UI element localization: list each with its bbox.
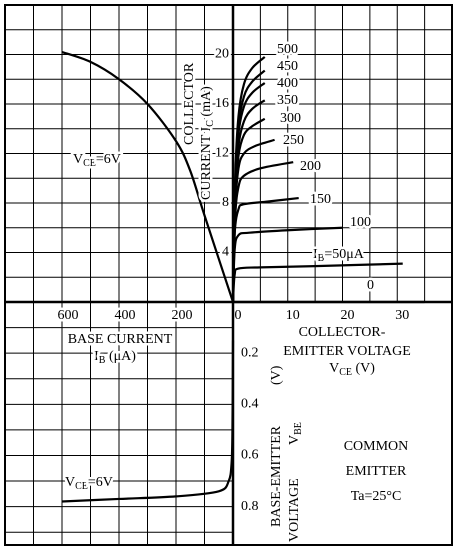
annotation-part: CE [75, 481, 88, 492]
series-label: 400 [277, 76, 298, 91]
x-axis-label-part: BASE CURRENT [68, 332, 173, 347]
x-tick-label: 400 [115, 308, 136, 323]
y-tick-label: 0.2 [241, 345, 259, 360]
note: Ta=25°C [351, 489, 402, 504]
y-axis-label-part: (mA) [199, 86, 214, 120]
x-tick-label: 20 [341, 308, 355, 323]
y-tick-label: 0.8 [241, 499, 259, 514]
annotation-part: =6V [88, 475, 113, 490]
annotation-part: V [73, 152, 83, 167]
series-label-part: B [318, 253, 325, 264]
x-axis-label-part: CE [339, 367, 352, 378]
x-tick-label: 200 [172, 308, 193, 323]
y-axis-label-part: (V) [269, 365, 284, 385]
x-axis-label-part: B [99, 355, 106, 366]
y-tick-label: 0.6 [241, 448, 259, 463]
series-label: 0 [367, 278, 374, 293]
series-label: 500 [277, 42, 298, 57]
y-tick-label: 20 [215, 47, 229, 62]
y-tick-label: 16 [215, 96, 229, 111]
series-label-part: I [313, 247, 318, 262]
x-axis-label: COLLECTOR- [299, 325, 386, 340]
y-axis-label: BASE-EMITTER [269, 425, 284, 527]
x-axis-label-part: COLLECTOR- [299, 325, 386, 340]
annotation: VCE=6V [65, 475, 113, 492]
x-axis-label-part: I [94, 349, 99, 364]
y-tick-label: 0.4 [241, 397, 259, 412]
curve [231, 262, 403, 303]
curve [61, 50, 235, 303]
y-axis-label: VOLTAGE [287, 478, 302, 542]
curve [231, 226, 343, 303]
x-axis-label: EMITTER VOLTAGE [283, 344, 411, 359]
x-axis-label-part: (V) [352, 361, 375, 376]
annotation-part: V [65, 475, 75, 490]
series-label: 350 [277, 93, 298, 108]
x-tick-label: 30 [395, 308, 409, 323]
series-label: 300 [280, 111, 301, 126]
annotation-part: CE [83, 158, 96, 169]
x-axis-label-part: EMITTER VOLTAGE [283, 344, 411, 359]
x-axis-label-part: (μA) [105, 349, 136, 364]
x-axis-label: IB (μA) [94, 349, 136, 366]
y-axis-label: VBE [287, 422, 304, 445]
series-label: 100 [350, 215, 371, 230]
series-label: IB=50μA [313, 247, 365, 264]
y-axis-label-part: C [205, 120, 216, 127]
series-label: 450 [277, 59, 298, 74]
y-axis-label: CURRENT IC (mA) [199, 86, 216, 200]
y-axis-label-part: V [287, 435, 302, 445]
note: COMMON [344, 439, 409, 454]
grid [5, 5, 452, 545]
labels: 0 10 20 30 4 8 12 16 20 600 400 200 0.2 0.4 0.6 0.8 500 4… [55, 40, 413, 545]
note: EMITTER [346, 464, 407, 479]
y-axis-label-part: COLLECTOR [182, 62, 197, 145]
annotation-part: =6V [96, 152, 121, 167]
y-axis-label-part: BASE-EMITTER [269, 425, 284, 527]
y-tick-label: 8 [222, 195, 229, 210]
x-tick-label: 600 [58, 308, 79, 323]
x-axis-label: BASE CURRENT [68, 332, 173, 347]
x-axis-label-part: V [329, 361, 339, 376]
annotation: VCE=6V [73, 152, 121, 169]
y-axis-label: COLLECTOR [182, 62, 197, 145]
series-label: 200 [300, 159, 321, 174]
border [4, 4, 453, 546]
y-tick-label: 12 [215, 146, 229, 161]
y-axis-label-part: VOLTAGE [287, 478, 302, 542]
series-label: 150 [310, 192, 331, 207]
y-axis-label-part: CURRENT I [199, 126, 214, 200]
y-tick-label: 4 [222, 245, 229, 260]
y-axis-label-part: BE [293, 422, 304, 435]
series-label-part: =50μA [324, 247, 364, 262]
x-axis-label: VCE (V) [329, 361, 375, 378]
series-label: 250 [283, 133, 304, 148]
y-axis-label: (V) [269, 365, 284, 385]
x-tick-label: 0 [235, 308, 242, 323]
x-tick-label: 10 [286, 308, 300, 323]
